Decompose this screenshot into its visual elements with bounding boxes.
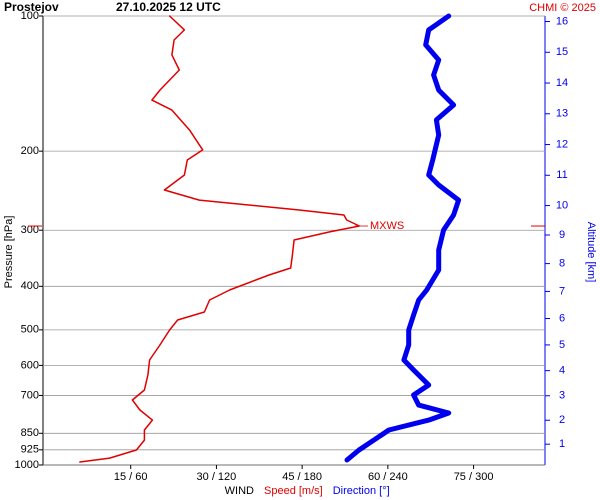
x-tick-label: 75 / 300 — [454, 471, 494, 483]
chart-subtitle: 27.10.2025 12 UTC — [116, 0, 221, 14]
y2-tick-label: 12 — [556, 138, 568, 150]
annotation: MXWS — [370, 220, 404, 232]
y2-tick-label: 16 — [556, 15, 568, 27]
y2-tick-label: 8 — [559, 258, 565, 270]
y2-tick-label: 2 — [559, 414, 565, 426]
legend-label: Direction [°] — [333, 485, 390, 497]
y2-tick-label: 9 — [559, 229, 565, 241]
chart-title: Prostejov — [4, 0, 59, 14]
y-tick-label: 400 — [21, 280, 39, 292]
y2-tick-label: 4 — [559, 365, 565, 377]
y-tick-label: 1000 — [15, 459, 39, 471]
y-axis-label: Pressure [hPa] — [3, 216, 15, 289]
y-tick-label: 600 — [21, 359, 39, 371]
y2-tick-label: 7 — [559, 285, 565, 297]
speed-line — [79, 15, 361, 463]
y2-tick-label: 11 — [556, 169, 567, 181]
x-tick-label: 60 / 240 — [368, 471, 408, 483]
x-axis-label: WIND — [225, 485, 254, 497]
legend-label: Speed [m/s] — [264, 485, 323, 497]
credit: CHMI © 2025 — [529, 2, 596, 14]
y2-tick-label: 10 — [556, 199, 568, 211]
y-tick-label: 500 — [21, 324, 39, 336]
y2-tick-label: 13 — [556, 108, 568, 120]
y2-axis-label: Altitude [km] — [585, 222, 597, 283]
y-tick-label: 300 — [21, 224, 39, 236]
y-tick-label: 700 — [21, 389, 39, 401]
y2-tick-label: 5 — [559, 339, 565, 351]
y-tick-label: 850 — [21, 427, 39, 439]
y-tick-label: 100 — [21, 10, 39, 22]
x-tick-label: 45 / 180 — [282, 471, 322, 483]
y2-tick-label: 6 — [559, 312, 565, 324]
direction-line — [344, 13, 462, 463]
x-tick-label: 15 / 60 — [114, 471, 148, 483]
y2-tick-label: 1 — [559, 438, 565, 450]
y-tick-label: 200 — [21, 145, 39, 157]
y2-tick-label: 3 — [559, 390, 565, 402]
y2-tick-label: 14 — [556, 77, 568, 89]
y2-tick-label: 15 — [556, 46, 568, 58]
x-tick-label: 30 / 120 — [197, 471, 237, 483]
y-tick-label: 925 — [21, 444, 39, 456]
